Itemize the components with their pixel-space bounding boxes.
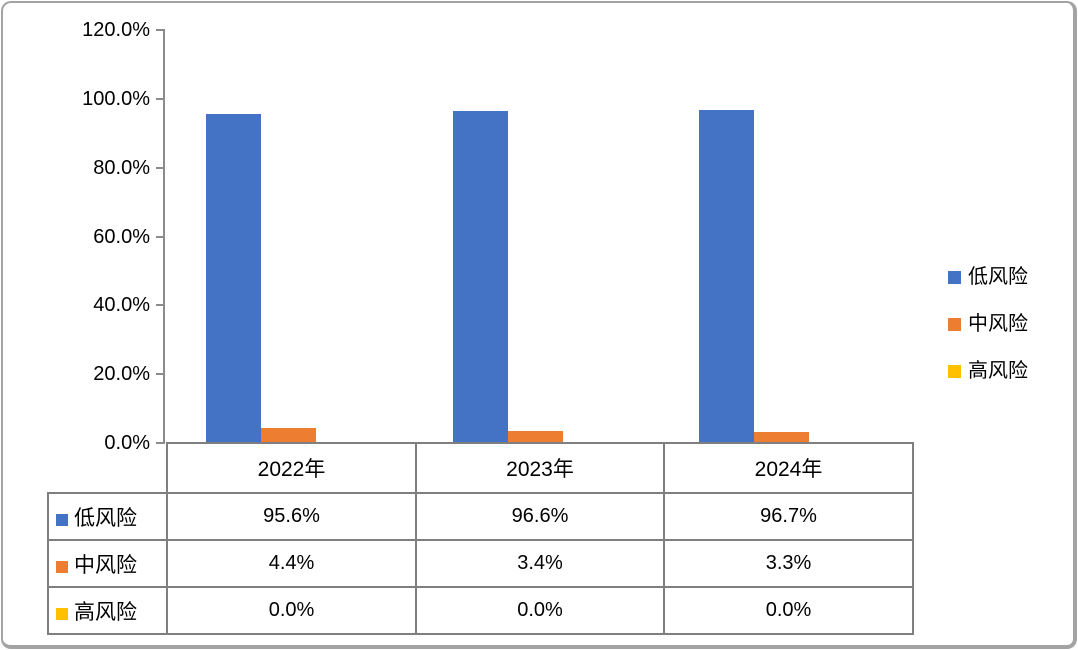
legend-label: 中风险: [968, 313, 1028, 335]
series-key-low-risk-icon: [56, 513, 68, 526]
table-value-cell: 0.0%: [415, 586, 665, 635]
bar-low-risk-2022年[interactable]: [205, 113, 261, 443]
legend-item-high-risk[interactable]: 高风险: [948, 359, 1028, 383]
bar-mid-risk-2024年[interactable]: [754, 431, 810, 443]
y-axis-label: 120.0%: [82, 19, 150, 41]
table-value-cell: 0.0%: [166, 586, 417, 635]
table-column-header: 2022年: [166, 442, 417, 494]
series-key-mid-risk-icon: [56, 560, 68, 573]
table-row-header-low-risk: 低风险: [47, 492, 168, 541]
y-axis-tick: [156, 29, 164, 31]
y-axis-label: 40.0%: [93, 294, 150, 317]
legend-key-mid-risk-icon: [948, 317, 961, 331]
legend-key-low-risk-icon: [948, 270, 961, 284]
legend-item-mid-risk[interactable]: 中风险: [948, 312, 1028, 336]
y-axis-tick: [156, 166, 164, 169]
table-row: 高风险 0.0% 0.0% 0.0%: [47, 586, 914, 635]
legend-item-low-risk[interactable]: 低风险: [948, 265, 1028, 289]
table-value-cell: 3.3%: [663, 539, 914, 588]
table-corner-cell: [48, 443, 168, 494]
y-axis-label: 80.0%: [93, 156, 150, 179]
table-value-cell: 4.4%: [166, 539, 417, 588]
table-column-header: 2024年: [663, 442, 914, 494]
table-value-cell: 95.6%: [166, 492, 417, 541]
y-axis-label: 100.0%: [82, 87, 150, 110]
bar-low-risk-2024年[interactable]: [699, 110, 755, 443]
table-row: 中风险 4.4% 3.4% 3.3%: [47, 539, 914, 588]
bar-mid-risk-2022年[interactable]: [260, 427, 316, 443]
y-axis-label: 20.0%: [93, 363, 150, 386]
y-axis-line: [163, 29, 165, 444]
table-row-header-mid-risk: 中风险: [47, 539, 168, 588]
legend-label: 低风险: [968, 266, 1028, 288]
y-axis-label: 60.0%: [93, 225, 150, 248]
y-axis-tick: [156, 97, 164, 100]
table-value-cell: 0.0%: [663, 586, 914, 635]
table-row: 低风险 95.6% 96.6% 96.7%: [47, 492, 914, 541]
table-value-cell: 3.4%: [415, 539, 665, 588]
series-key-high-risk-icon: [56, 607, 68, 620]
table-value-cell: 96.6%: [415, 492, 665, 541]
bar-mid-risk-2023年[interactable]: [507, 431, 563, 443]
table-row-header-high-risk: 高风险: [47, 586, 168, 635]
legend-label: 高风险: [968, 360, 1028, 382]
table-value-cell: 96.7%: [663, 492, 914, 541]
data-table: 2022年 2023年 2024年 低风险 95.6% 96.6% 96.7% 中风险 4.4%…: [47, 442, 914, 635]
table-column-header: 2023年: [415, 442, 665, 494]
y-axis-tick: [156, 304, 164, 307]
legend-key-high-risk-icon: [948, 364, 961, 378]
y-axis-tick: [156, 235, 164, 238]
y-axis-tick: [156, 373, 164, 376]
bar-low-risk-2023年[interactable]: [452, 110, 508, 443]
